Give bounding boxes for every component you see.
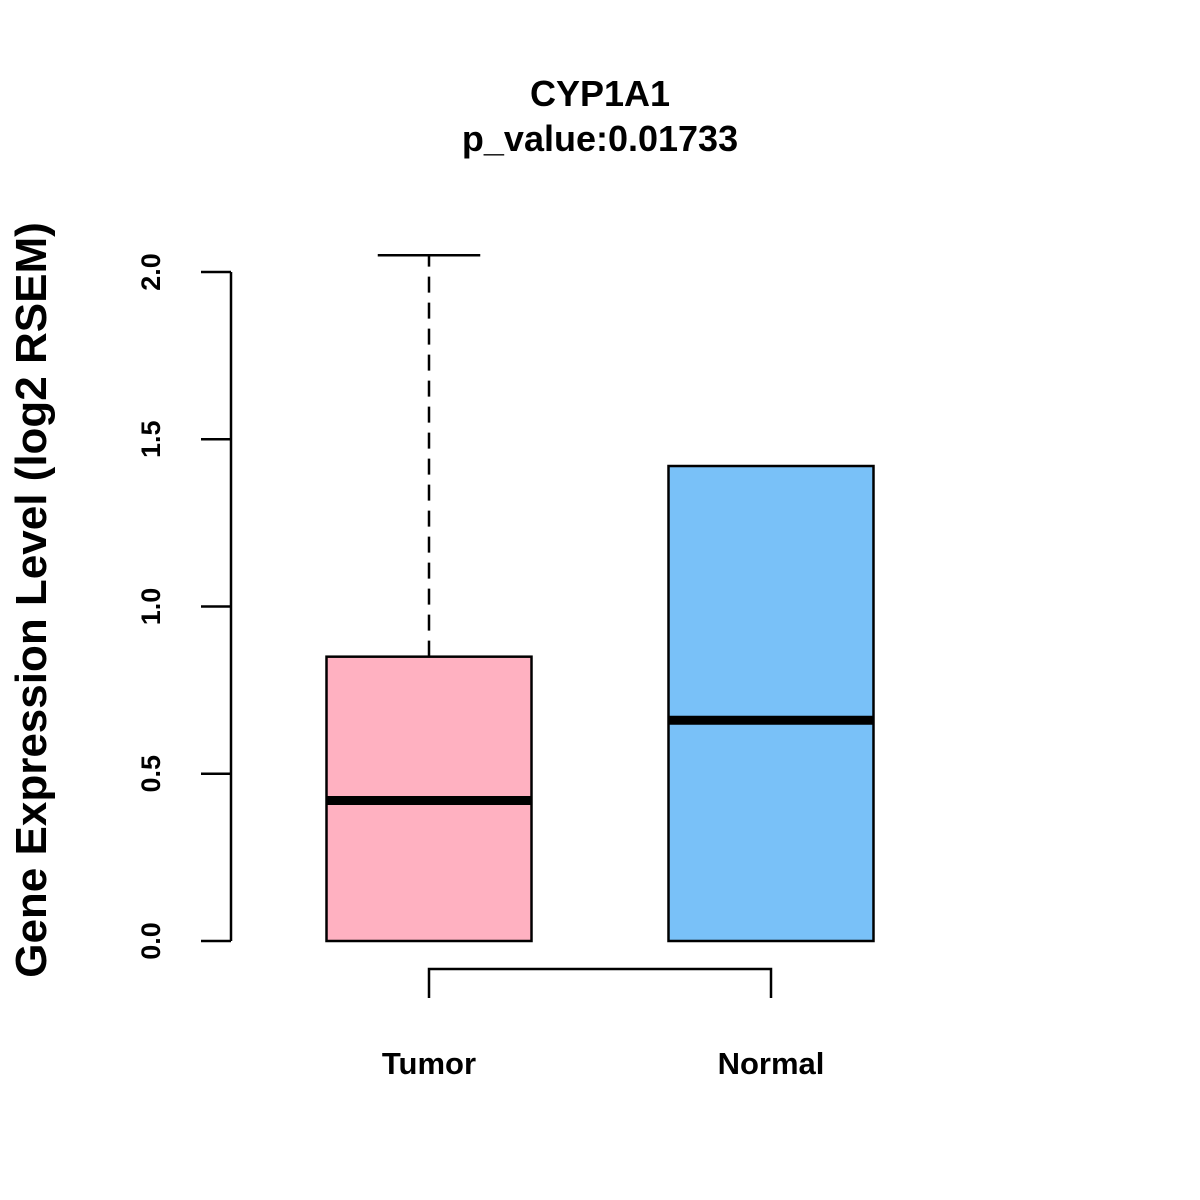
- x-label-normal: Normal: [718, 1046, 825, 1081]
- y-tick-label-2: 1.0: [136, 588, 166, 626]
- y-tick-label-0: 0.0: [136, 922, 166, 960]
- y-tick-label-1: 0.5: [136, 755, 166, 793]
- plot-area: 0.0 0.5 1.0 1.5 2.0 Tumor Normal: [136, 253, 875, 1081]
- y-tick-label-4: 2.0: [136, 253, 166, 291]
- comparison-bracket: [427, 967, 773, 998]
- normal-box: [667, 464, 875, 943]
- chart-title: CYP1A1: [530, 73, 670, 114]
- chart-subtitle: p_value:0.01733: [462, 118, 738, 159]
- y-axis-label: Gene Expression Level (log2 RSEM): [7, 222, 56, 978]
- x-label-tumor: Tumor: [382, 1046, 476, 1081]
- y-tick-label-3: 1.5: [136, 420, 166, 458]
